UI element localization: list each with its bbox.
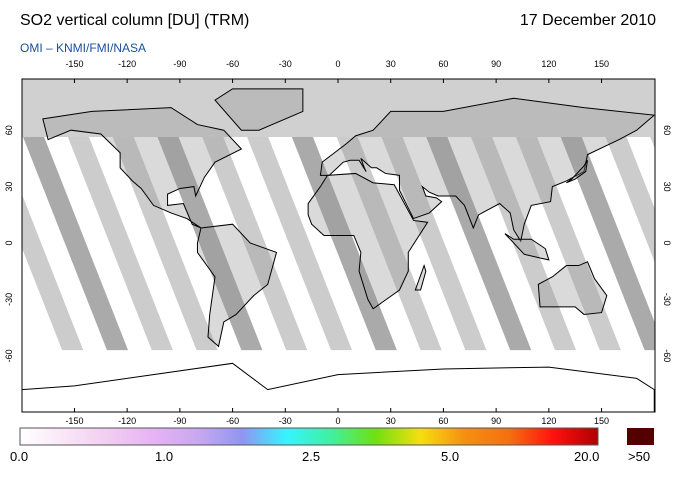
- orbit-swaths: [22, 135, 655, 351]
- orbit-swath: [605, 135, 655, 263]
- orbit-swath: [67, 135, 173, 351]
- latitude-tick-label: 30: [662, 182, 672, 192]
- japan-outline: [566, 160, 588, 184]
- antarctica-outline: [22, 362, 655, 412]
- orbit-swath: [470, 135, 577, 351]
- longitude-tick-label: -90: [173, 416, 186, 426]
- longitude-tick-label: 60: [438, 416, 448, 426]
- orbit-swath: [112, 135, 218, 351]
- colorbar-overflow-label: >50: [628, 449, 651, 464]
- orbit-swath: [336, 135, 442, 351]
- latitude-tick-label: 0: [4, 240, 14, 245]
- orbit-swath: [560, 135, 655, 351]
- longitude-tick-label: 150: [594, 416, 609, 426]
- colorbar-label: 20.0: [574, 449, 600, 464]
- orbit-swath: [425, 135, 532, 351]
- colorbar-label: 2.5: [302, 449, 321, 464]
- north-america-outline: [42, 107, 243, 229]
- chart-title: SO2 vertical column [DU] (TRM): [20, 12, 250, 29]
- latitude-tick-label: -60: [662, 349, 672, 362]
- orbit-swath: [201, 135, 308, 351]
- eurasia-outline: [319, 97, 655, 243]
- longitude-tick-label: 30: [386, 59, 396, 69]
- australia-outline: [537, 261, 608, 315]
- longitude-tick-label: -30: [279, 416, 292, 426]
- longitude-tick-label: 120: [541, 59, 556, 69]
- longitude-tick-label: -90: [173, 59, 186, 69]
- longitude-tick-label: -120: [118, 416, 136, 426]
- longitude-tick-label: 30: [386, 416, 396, 426]
- orbit-swath: [515, 135, 621, 351]
- latitude-tick-label: -60: [4, 349, 14, 362]
- greenland-outline: [214, 88, 304, 131]
- longitude-tick-label: -60: [226, 416, 239, 426]
- latitude-tick-label: -30: [4, 293, 14, 306]
- longitude-tick-label: 150: [594, 59, 609, 69]
- longitude-tick-label: -150: [65, 416, 83, 426]
- longitude-tick-label: -60: [226, 59, 239, 69]
- polar-night-band: [22, 79, 655, 137]
- continents: [22, 88, 655, 412]
- orbit-swath: [246, 135, 353, 351]
- longitude-tick-label: 90: [491, 59, 501, 69]
- orbit-swath: [381, 135, 487, 351]
- date-label: 17 December 2010: [519, 12, 656, 29]
- colorbar-label: 0.0: [10, 449, 29, 464]
- latitude-tick-label: 30: [4, 182, 14, 192]
- longitude-tick-label: 0: [335, 416, 340, 426]
- africa-outline: [307, 172, 429, 310]
- south-america-outline: [196, 223, 278, 348]
- longitude-tick-label: 120: [541, 416, 556, 426]
- orbit-swath: [649, 135, 655, 149]
- longitude-tick-label: -30: [279, 59, 292, 69]
- orbit-swath: [22, 194, 84, 351]
- latitude-tick-label: -30: [662, 293, 672, 306]
- longitude-tick-label: -120: [118, 59, 136, 69]
- colorbar-overflow-box: [627, 428, 654, 445]
- longitude-tick-label: 90: [491, 416, 501, 426]
- orbit-swath: [157, 135, 263, 351]
- colorbar-label: 5.0: [441, 449, 460, 464]
- longitude-tick-label: 0: [335, 59, 340, 69]
- colorbar: [19, 427, 599, 446]
- latitude-tick-label: 60: [662, 125, 672, 135]
- orbit-swath: [22, 135, 129, 351]
- latitude-tick-label: 60: [4, 125, 14, 135]
- madagascar-outline: [414, 263, 427, 291]
- credit-label: OMI – KNMI/FMI/NASA: [20, 41, 147, 55]
- longitude-tick-label: 60: [438, 59, 448, 69]
- indonesia-outline: [504, 233, 550, 261]
- longitude-tick-label: -150: [65, 59, 83, 69]
- latitude-tick-label: 0: [662, 240, 672, 245]
- colorbar-label: 1.0: [155, 449, 174, 464]
